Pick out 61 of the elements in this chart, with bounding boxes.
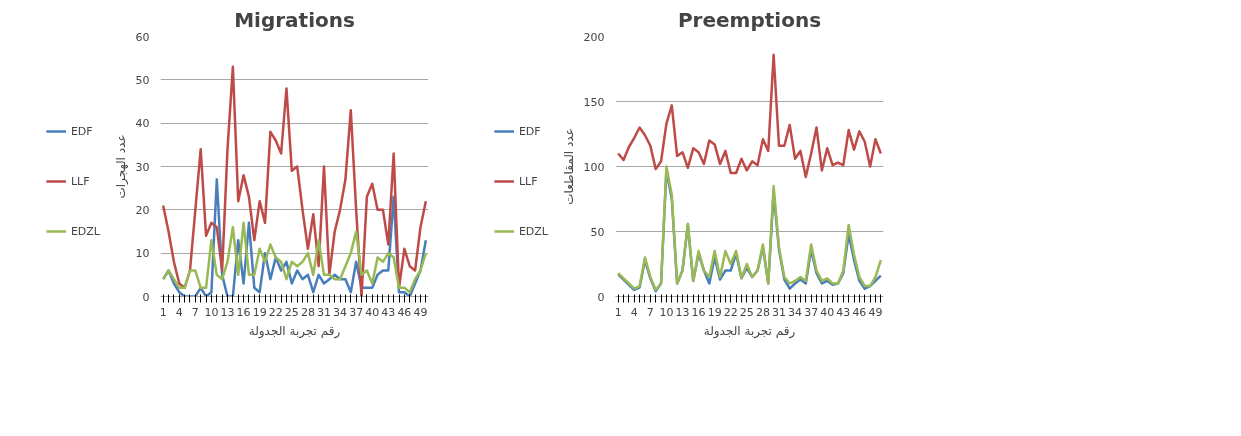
- y-tick-label: 20: [135, 203, 150, 217]
- y-tick-label: 10: [135, 247, 150, 261]
- x-tick-label: 34: [333, 305, 348, 319]
- legend-label: LLF: [518, 174, 539, 188]
- x-tick-label: 19: [707, 305, 722, 319]
- x-tick-label: 13: [220, 305, 235, 319]
- y-tick-label: 200: [583, 30, 605, 44]
- x-tick-label: 4: [630, 305, 638, 319]
- x-tick-label: 46: [397, 305, 412, 319]
- x-tick-label: 1: [159, 305, 167, 319]
- x-axis-title: رقم تجربة الجدولة: [703, 323, 796, 339]
- y-tick-label: 150: [583, 95, 605, 109]
- y-tick-label: 50: [135, 73, 150, 87]
- line-series: [616, 53, 883, 179]
- x-tick-label: 25: [284, 305, 299, 319]
- y-axis-title: عدد الهجرات: [113, 134, 129, 199]
- x-tick-label: 49: [413, 305, 428, 319]
- line-series: [161, 65, 428, 297]
- x-tick-label: 31: [771, 305, 786, 319]
- x-tick-label: 43: [381, 305, 396, 319]
- x-tick-label: 4: [175, 305, 183, 319]
- x-tick-label: 25: [739, 305, 754, 319]
- chart-title: Preemptions: [677, 7, 822, 32]
- y-tick-label: 100: [583, 160, 605, 174]
- x-tick-label: 46: [852, 305, 867, 319]
- x-tick-label: 31: [316, 305, 331, 319]
- x-tick-label: 49: [868, 305, 883, 319]
- x-tick-label: 1: [614, 305, 622, 319]
- x-tick-label: 10: [659, 305, 674, 319]
- y-tick-label: 0: [142, 290, 150, 304]
- legend-label: LLF: [70, 174, 91, 188]
- x-tick-label: 34: [788, 305, 803, 319]
- x-tick-label: 22: [723, 305, 738, 319]
- x-axis-title: رقم تجربة الجدولة: [248, 323, 341, 339]
- chart-title: Migrations: [234, 7, 355, 32]
- legend-label: EDF: [518, 124, 541, 138]
- legend-label: EDZL: [518, 224, 548, 238]
- x-tick-label: 16: [236, 305, 251, 319]
- y-tick-label: 50: [590, 225, 605, 239]
- x-tick-label: 28: [300, 305, 315, 319]
- x-tick-label: 40: [820, 305, 835, 319]
- x-tick-label: 22: [268, 305, 283, 319]
- legend-label: EDZL: [70, 224, 100, 238]
- x-tick-label: 37: [804, 305, 819, 319]
- legend-label: EDF: [70, 124, 93, 138]
- x-tick-label: 28: [755, 305, 770, 319]
- x-tick-label: 13: [675, 305, 690, 319]
- x-tick-label: 7: [646, 305, 654, 319]
- x-tick-label: 16: [691, 305, 706, 319]
- x-tick-label: 37: [349, 305, 364, 319]
- y-tick-label: 40: [135, 117, 150, 131]
- y-tick-label: 60: [135, 30, 150, 44]
- x-tick-label: 19: [252, 305, 267, 319]
- line-series: [161, 221, 428, 294]
- y-tick-label: 30: [135, 160, 150, 174]
- x-tick-label: 10: [204, 305, 219, 319]
- y-axis-title: عدد المقاطعات: [561, 128, 576, 205]
- y-tick-label: 0: [597, 290, 605, 304]
- x-tick-label: 43: [836, 305, 851, 319]
- x-tick-label: 7: [191, 305, 199, 319]
- x-tick-label: 40: [365, 305, 380, 319]
